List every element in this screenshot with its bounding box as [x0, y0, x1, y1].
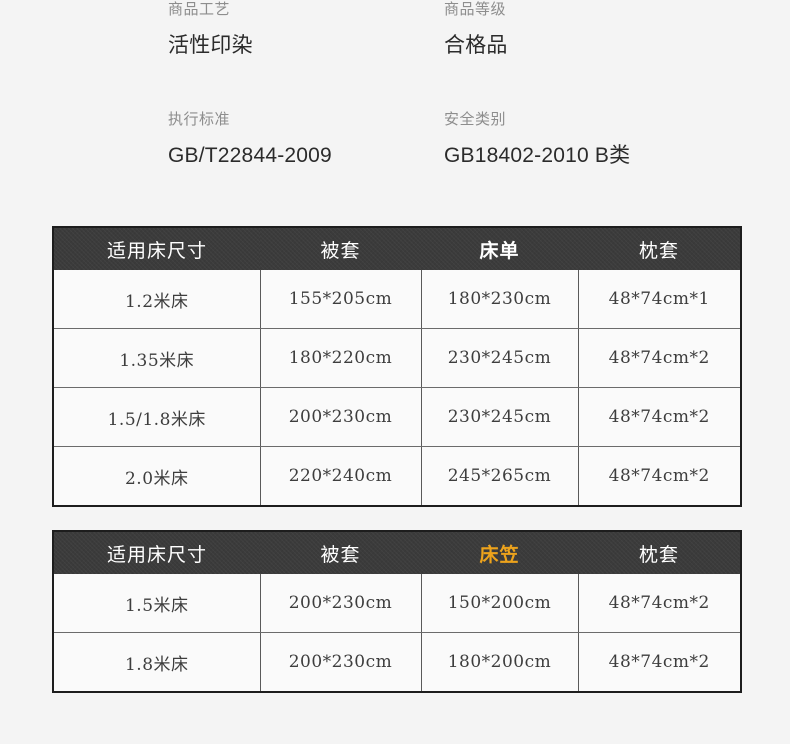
column-header-pillowcase: 枕套: [578, 531, 741, 574]
product-spec-block: 商品工艺 活性印染 商品等级 合格品 执行标准 GB/T22844-2009 安…: [0, 0, 790, 202]
cell-bed-size: 1.2米床: [53, 270, 261, 329]
spec-label: 执行标准: [168, 111, 231, 128]
cell-pillowcase: 48*74cm*1: [578, 270, 741, 329]
cell-pillowcase: 48*74cm*2: [578, 446, 741, 506]
cell-bed-size: 1.8米床: [53, 632, 261, 692]
cell-pillowcase: 48*74cm*2: [578, 574, 741, 633]
spec-label: 商品工艺: [168, 1, 231, 18]
cell-duvet-cover: 200*230cm: [260, 632, 422, 692]
size-table-fittedsheet: 适用床尺寸 被套 床笠 枕套 1.5米床 200*230cm 150*200cm…: [52, 530, 742, 693]
column-header-duvet-cover: 被套: [260, 531, 421, 574]
cell-duvet-cover: 220*240cm: [260, 446, 422, 506]
cell-duvet-cover: 180*220cm: [260, 328, 422, 388]
cell-pillowcase: 48*74cm*2: [578, 632, 741, 692]
table-row: 1.5/1.8米床 200*230cm 230*245cm 48*74cm*2: [53, 387, 741, 447]
table-row: 1.5米床 200*230cm 150*200cm 48*74cm*2: [53, 574, 741, 633]
cell-pillowcase: 48*74cm*2: [578, 387, 741, 447]
spec-value: GB/T22844-2009: [168, 144, 332, 167]
column-header-fitted-sheet: 床笠: [421, 531, 578, 574]
column-header-pillowcase: 枕套: [578, 227, 741, 270]
table-body: 1.5米床 200*230cm 150*200cm 48*74cm*2 1.8米…: [53, 574, 741, 692]
spec-item-grade: 商品等级 合格品: [444, 0, 508, 60]
spec-value: 活性印染: [168, 34, 253, 57]
table-body: 1.2米床 155*205cm 180*230cm 48*74cm*1 1.35…: [53, 270, 741, 506]
column-header-duvet-cover: 被套: [260, 227, 421, 270]
table-header: 适用床尺寸 被套 床笠 枕套: [53, 531, 741, 574]
spec-item-standard: 执行标准 GB/T22844-2009: [168, 110, 332, 170]
size-table-bedsheet: 适用床尺寸 被套 床单 枕套 1.2米床 155*205cm 180*230cm…: [52, 226, 742, 507]
spec-value: 合格品: [444, 34, 508, 57]
column-header-bed-size: 适用床尺寸: [53, 531, 260, 574]
cell-duvet-cover: 200*230cm: [260, 574, 422, 633]
spec-row: 执行标准 GB/T22844-2009 安全类别 GB18402-2010 B类: [0, 110, 790, 202]
spec-value: GB18402-2010 B类: [444, 144, 631, 167]
cell-flat-sheet: 230*245cm: [421, 328, 579, 388]
table-header-row: 适用床尺寸 被套 床笠 枕套: [53, 531, 741, 574]
cell-flat-sheet: 180*230cm: [421, 270, 579, 329]
table-header: 适用床尺寸 被套 床单 枕套: [53, 227, 741, 270]
column-header-bed-size: 适用床尺寸: [53, 227, 260, 270]
cell-fitted-sheet: 150*200cm: [421, 574, 579, 633]
cell-fitted-sheet: 180*200cm: [421, 632, 579, 692]
cell-flat-sheet: 230*245cm: [421, 387, 579, 447]
column-header-flat-sheet: 床单: [421, 227, 578, 270]
table-row: 1.35米床 180*220cm 230*245cm 48*74cm*2: [53, 328, 741, 388]
table-row: 2.0米床 220*240cm 245*265cm 48*74cm*2: [53, 446, 741, 506]
cell-bed-size: 1.5/1.8米床: [53, 387, 261, 447]
spec-label: 商品等级: [444, 1, 507, 18]
spec-label: 安全类别: [444, 111, 507, 128]
spec-item-safety-category: 安全类别 GB18402-2010 B类: [444, 110, 630, 170]
cell-bed-size: 2.0米床: [53, 446, 261, 506]
cell-bed-size: 1.35米床: [53, 328, 261, 388]
cell-duvet-cover: 155*205cm: [260, 270, 422, 329]
cell-duvet-cover: 200*230cm: [260, 387, 422, 447]
table-header-row: 适用床尺寸 被套 床单 枕套: [53, 227, 741, 270]
table-row: 1.8米床 200*230cm 180*200cm 48*74cm*2: [53, 632, 741, 692]
spec-row: 商品工艺 活性印染 商品等级 合格品: [0, 0, 790, 110]
table-row: 1.2米床 155*205cm 180*230cm 48*74cm*1: [53, 270, 741, 329]
cell-bed-size: 1.5米床: [53, 574, 261, 633]
spec-item-craft: 商品工艺 活性印染: [168, 0, 253, 60]
cell-flat-sheet: 245*265cm: [421, 446, 579, 506]
cell-pillowcase: 48*74cm*2: [578, 328, 741, 388]
